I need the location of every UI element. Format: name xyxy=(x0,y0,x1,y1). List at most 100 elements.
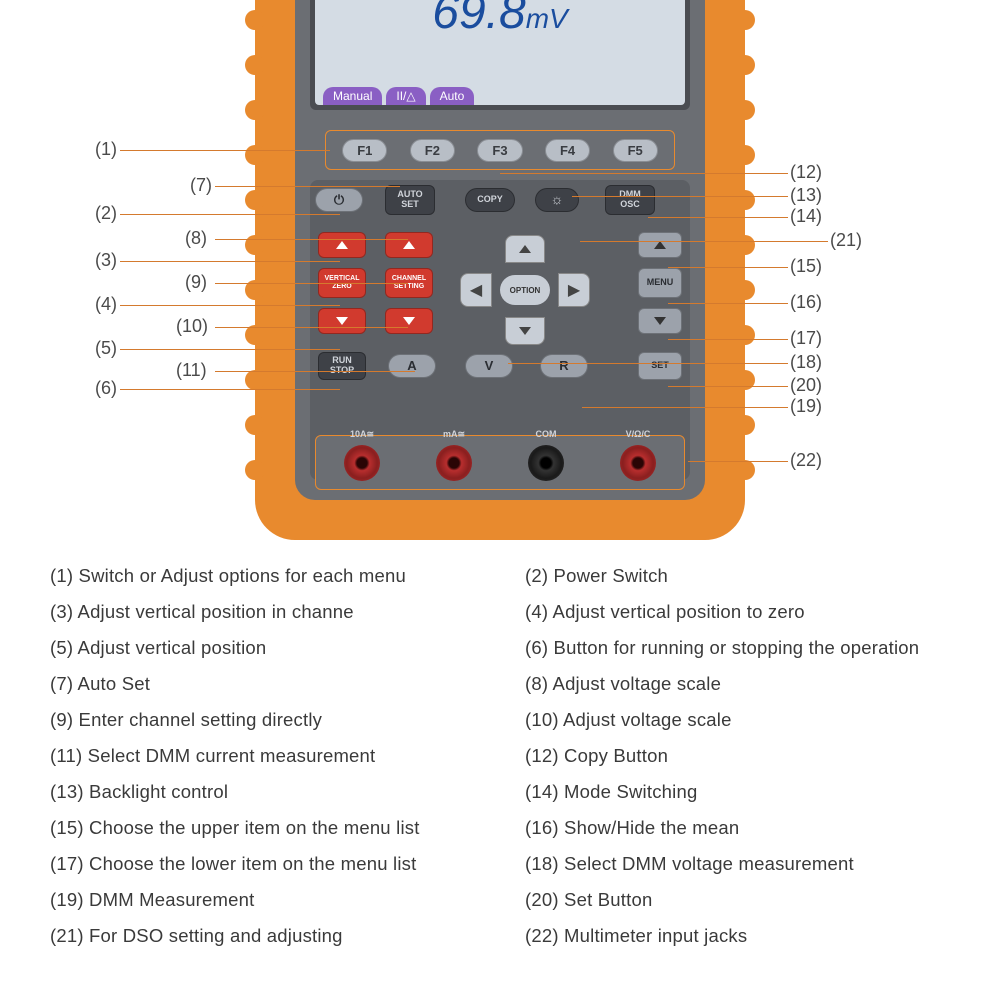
tab-delta: II/△ xyxy=(386,87,425,105)
v-button[interactable]: V xyxy=(465,354,513,378)
callout-2: (2) xyxy=(95,203,117,224)
option-button[interactable]: OPTION xyxy=(500,275,550,305)
jack-ma[interactable]: mA≅ xyxy=(436,445,472,481)
jack-com[interactable]: COM xyxy=(528,445,564,481)
screen: x 100 69.8mV Manual II/△ Auto xyxy=(315,0,685,105)
legend-item: (15) Choose the upper item on the menu l… xyxy=(50,817,505,839)
line-20 xyxy=(668,386,788,387)
legend-item: (4) Adjust vertical position to zero xyxy=(525,601,980,623)
callout-18: (18) xyxy=(790,352,822,373)
f5-button[interactable]: F5 xyxy=(613,139,658,162)
legend-item: (18) Select DMM voltage measurement xyxy=(525,853,980,875)
dmm-osc-button[interactable]: DMM OSC xyxy=(605,185,655,215)
callout-15: (15) xyxy=(790,256,822,277)
callout-11: (11) xyxy=(176,360,207,381)
dpad-right[interactable]: ▶ xyxy=(558,273,590,307)
run-stop-button[interactable]: RUN STOP xyxy=(318,352,366,380)
callout-5: (5) xyxy=(95,338,117,359)
callout-19: (19) xyxy=(790,396,822,417)
callout-16: (16) xyxy=(790,292,822,313)
backlight-button[interactable]: ☼ xyxy=(535,188,579,212)
legend-item: (6) Button for running or stopping the o… xyxy=(525,637,980,659)
callout-22: (22) xyxy=(790,450,822,471)
reading-value: 69.8 xyxy=(432,0,525,39)
jack-vohm[interactable]: V/Ω/C xyxy=(620,445,656,481)
callout-4: (4) xyxy=(95,294,117,315)
callout-10: (10) xyxy=(176,316,208,337)
ch-up-button[interactable] xyxy=(318,232,366,258)
screen-tabs: Manual II/△ Auto xyxy=(323,87,474,105)
device: // grips drawn later for simplicity x 10… xyxy=(255,0,745,540)
line-3 xyxy=(120,261,340,262)
power-button[interactable]: ⏻ xyxy=(315,188,363,212)
f3-button[interactable]: F3 xyxy=(477,139,522,162)
callout-3: (3) xyxy=(95,250,117,271)
line-13 xyxy=(572,196,788,197)
line-22 xyxy=(688,461,788,462)
legend-item: (1) Switch or Adjust options for each me… xyxy=(50,565,505,587)
legend-item: (20) Set Button xyxy=(525,889,980,911)
callout-13: (13) xyxy=(790,185,822,206)
legend-item: (12) Copy Button xyxy=(525,745,980,767)
legend-item: (3) Adjust vertical position in channe xyxy=(50,601,505,623)
menu-button[interactable]: MENU xyxy=(638,268,682,298)
callout-1: (1) xyxy=(95,139,117,160)
copy-button[interactable]: COPY xyxy=(465,188,515,212)
callout-21: (21) xyxy=(830,230,862,251)
callout-9: (9) xyxy=(185,272,207,293)
legend-item: (2) Power Switch xyxy=(525,565,980,587)
line-15 xyxy=(668,267,788,268)
f4-button[interactable]: F4 xyxy=(545,139,590,162)
menu-down-button[interactable] xyxy=(638,308,682,334)
a-button[interactable]: A xyxy=(388,354,436,378)
jack-10a[interactable]: 10A≅ xyxy=(344,445,380,481)
line-16 xyxy=(668,303,788,304)
reading-unit: mV xyxy=(526,3,568,34)
volt-down-button[interactable] xyxy=(385,308,433,334)
legend-item: (10) Adjust voltage scale xyxy=(525,709,980,731)
callout-6: (6) xyxy=(95,378,117,399)
line-11 xyxy=(215,371,415,372)
legend-item: (14) Mode Switching xyxy=(525,781,980,803)
f1-button[interactable]: F1 xyxy=(342,139,387,162)
autoset-button[interactable]: AUTO SET xyxy=(385,185,435,215)
r-button[interactable]: R xyxy=(540,354,588,378)
legend: (1) Switch or Adjust options for each me… xyxy=(50,565,980,947)
legend-item: (21) For DSO setting and adjusting xyxy=(50,925,505,947)
line-2 xyxy=(120,214,340,215)
line-7 xyxy=(215,186,400,187)
line-12 xyxy=(500,173,788,174)
dpad-up[interactable] xyxy=(505,235,545,263)
legend-item: (11) Select DMM current measurement xyxy=(50,745,505,767)
dpad-down[interactable] xyxy=(505,317,545,345)
callout-17: (17) xyxy=(790,328,822,349)
set-button[interactable]: SET xyxy=(638,352,682,380)
ch-down-button[interactable] xyxy=(318,308,366,334)
menu-up-button[interactable] xyxy=(638,232,682,258)
volt-up-button[interactable] xyxy=(385,232,433,258)
dpad: ◀ ▶ OPTION xyxy=(460,235,590,345)
dpad-left[interactable]: ◀ xyxy=(460,273,492,307)
legend-item: (22) Multimeter input jacks xyxy=(525,925,980,947)
legend-item: (7) Auto Set xyxy=(50,673,505,695)
legend-item: (9) Enter channel setting directly xyxy=(50,709,505,731)
line-9 xyxy=(215,283,408,284)
callout-14: (14) xyxy=(790,206,822,227)
line-8 xyxy=(215,239,408,240)
line-21 xyxy=(580,241,828,242)
line-1 xyxy=(120,150,330,151)
line-14 xyxy=(648,217,788,218)
line-10 xyxy=(215,327,408,328)
tab-manual: Manual xyxy=(323,87,382,105)
input-jacks: 10A≅ mA≅ COM V/Ω/C xyxy=(315,435,685,490)
line-17 xyxy=(668,339,788,340)
line-18 xyxy=(508,363,788,364)
screen-frame: x 100 69.8mV Manual II/△ Auto xyxy=(310,0,690,110)
line-5 xyxy=(120,349,340,350)
tab-auto: Auto xyxy=(430,87,475,105)
legend-item: (13) Backlight control xyxy=(50,781,505,803)
line-6 xyxy=(120,389,340,390)
legend-item: (8) Adjust voltage scale xyxy=(525,673,980,695)
f2-button[interactable]: F2 xyxy=(410,139,455,162)
legend-item: (5) Adjust vertical position xyxy=(50,637,505,659)
